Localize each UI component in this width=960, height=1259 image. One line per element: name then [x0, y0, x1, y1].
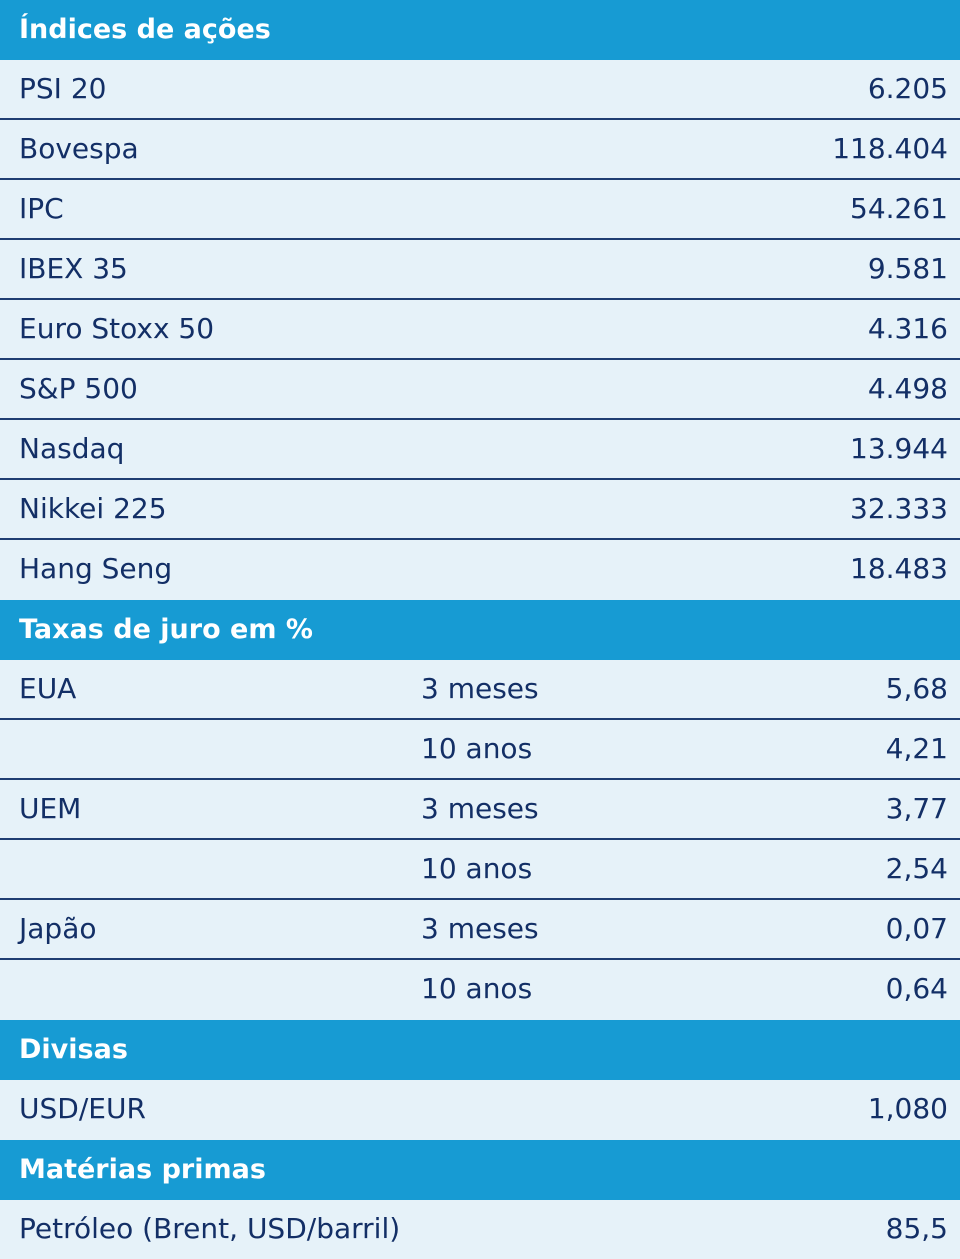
row-label: Nasdaq [19, 432, 125, 465]
row-value: 0,64 [885, 972, 948, 1005]
row-value: 2,54 [885, 852, 948, 885]
row-label: S&P 500 [19, 372, 138, 405]
row-label: Bovespa [19, 132, 139, 165]
row-label: EUA [19, 672, 77, 705]
table-row-psi20: PSI 20 6.205 [0, 60, 960, 120]
table-row-nikkei225: Nikkei 225 32.333 [0, 480, 960, 540]
table-row-brent: Petróleo (Brent, USD/barril) 85,5 [0, 1200, 960, 1259]
table-row-japao-10y: 10 anos 0,64 [0, 960, 960, 1020]
table-row-uem-3m: UEM 3 meses 3,77 [0, 780, 960, 840]
table-row-ibex35: IBEX 35 9.581 [0, 240, 960, 300]
table-row-uem-10y: 10 anos 2,54 [0, 840, 960, 900]
row-value: 13.944 [850, 432, 948, 465]
table-row-japao-3m: Japão 3 meses 0,07 [0, 900, 960, 960]
row-term: 3 meses [421, 792, 539, 825]
row-term: 10 anos [421, 852, 533, 885]
row-label: Petróleo (Brent, USD/barril) [19, 1212, 401, 1245]
row-label: Nikkei 225 [19, 492, 167, 525]
table-row-bovespa: Bovespa 118.404 [0, 120, 960, 180]
row-value: 0,07 [885, 912, 948, 945]
section-header-rates: Taxas de juro em % [0, 600, 960, 660]
row-label: Japão [19, 912, 97, 945]
row-value: 118.404 [832, 132, 948, 165]
row-term: 10 anos [421, 972, 533, 1005]
section-header-currencies: Divisas [0, 1020, 960, 1080]
row-label: IBEX 35 [19, 252, 128, 285]
row-term: 3 meses [421, 912, 539, 945]
row-value: 4,21 [885, 732, 948, 765]
row-label: UEM [19, 792, 82, 825]
row-label: PSI 20 [19, 72, 107, 105]
row-value: 32.333 [850, 492, 948, 525]
row-value: 6.205 [867, 72, 948, 105]
row-value: 4.498 [867, 372, 948, 405]
row-value: 9.581 [867, 252, 948, 285]
row-term: 10 anos [421, 732, 533, 765]
section-header-indices: Índices de ações [0, 0, 960, 60]
row-value: 4.316 [867, 312, 948, 345]
row-label: USD/EUR [19, 1092, 146, 1125]
section-header-commodities: Matérias primas [0, 1140, 960, 1200]
row-value: 18.483 [850, 552, 948, 585]
table-row-eurostoxx50: Euro Stoxx 50 4.316 [0, 300, 960, 360]
table-row-ipc: IPC 54.261 [0, 180, 960, 240]
table-row-hangseng: Hang Seng 18.483 [0, 540, 960, 600]
row-term: 3 meses [421, 672, 539, 705]
row-label: IPC [19, 192, 64, 225]
row-value: 3,77 [885, 792, 948, 825]
table-row-eua-10y: 10 anos 4,21 [0, 720, 960, 780]
row-value: 85,5 [885, 1212, 948, 1245]
row-label: Euro Stoxx 50 [19, 312, 215, 345]
row-value: 54.261 [850, 192, 948, 225]
row-value: 5,68 [885, 672, 948, 705]
table-row-eua-3m: EUA 3 meses 5,68 [0, 660, 960, 720]
table-row-nasdaq: Nasdaq 13.944 [0, 420, 960, 480]
row-value: 1,080 [867, 1092, 948, 1125]
table-row-usd-eur: USD/EUR 1,080 [0, 1080, 960, 1140]
table-row-sp500: S&P 500 4.498 [0, 360, 960, 420]
row-label: Hang Seng [19, 552, 173, 585]
